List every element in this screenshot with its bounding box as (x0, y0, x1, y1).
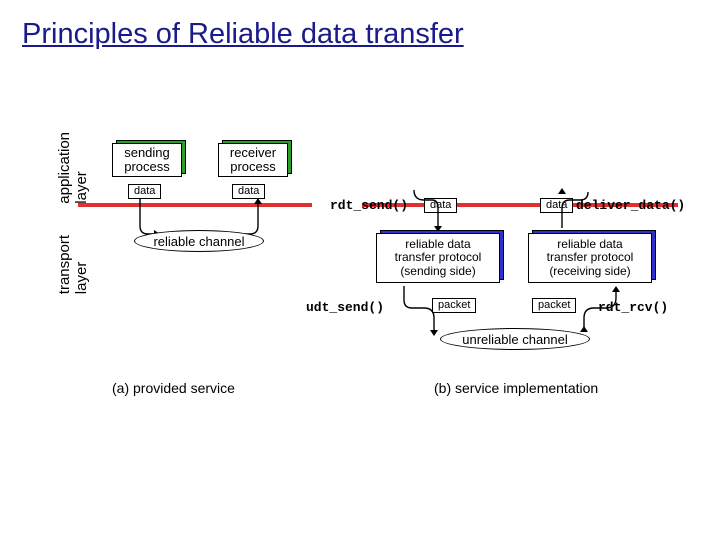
separator-left (78, 203, 312, 207)
rdt-send-label: rdt_send() (330, 198, 408, 213)
arrow-deliver-up (552, 184, 592, 234)
caption-b: (b) service implementation (434, 380, 598, 396)
diagram: applicationlayer transportlayer sendingp… (0, 100, 720, 520)
sender-protocol-box: reliable datatransfer protocol(sending s… (376, 230, 500, 280)
label-transport-layer: transportlayer (56, 235, 90, 294)
receiver-process-box: receiverprocess (218, 140, 288, 174)
page-title: Principles of Reliable data transfer (22, 18, 464, 51)
caption-a: (a) provided service (112, 380, 235, 396)
unreliable-channel-oval: unreliable channel (440, 328, 590, 350)
sending-process-box: sendingprocess (112, 140, 182, 174)
arrow-udt-send-down (394, 282, 454, 338)
arrow-rdt-rcv-up (568, 282, 628, 338)
arrow-rdt-send-down (408, 184, 448, 234)
reliable-channel-oval: reliable channel (134, 230, 264, 252)
receiver-protocol-box: reliable datatransfer protocol(receiving… (528, 230, 652, 280)
udt-send-label: udt_send() (306, 300, 384, 315)
label-application-layer: applicationlayer (56, 132, 90, 204)
deliver-data-label: deliver_data() (576, 198, 685, 213)
